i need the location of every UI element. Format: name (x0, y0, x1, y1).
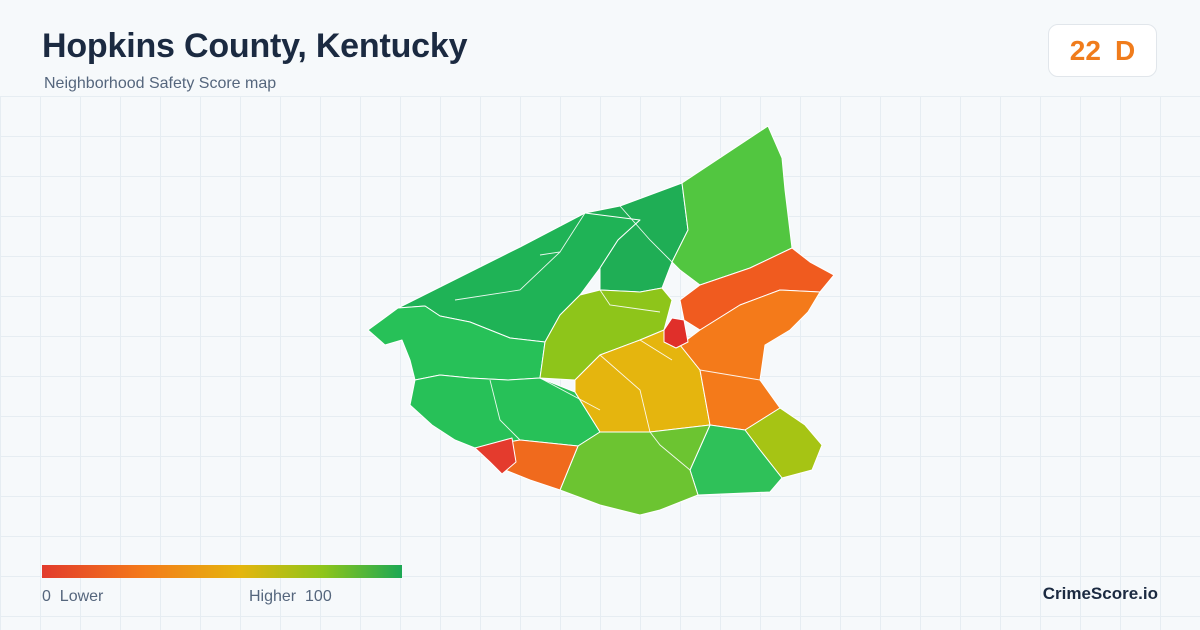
legend-low-label: 0 Lower (42, 588, 104, 605)
legend-color-scale (42, 565, 402, 578)
map-region[interactable] (559, 424, 711, 516)
page-subtitle: Neighborhood Safety Score map (44, 75, 277, 92)
map-region[interactable] (474, 437, 517, 475)
legend-high-label: Higher 100 (249, 588, 332, 605)
score-grade: D (1114, 34, 1136, 66)
map-region[interactable] (663, 317, 689, 349)
brand-logo[interactable]: CrimeScore.io (1042, 584, 1158, 603)
map-region[interactable] (409, 374, 601, 449)
header (0, 0, 1200, 96)
score-value: 22 (1069, 34, 1101, 66)
safety-score-badge: 22 D (1048, 24, 1157, 77)
map-region[interactable] (679, 289, 821, 431)
page-title: Hopkins County, Kentucky (42, 27, 468, 65)
